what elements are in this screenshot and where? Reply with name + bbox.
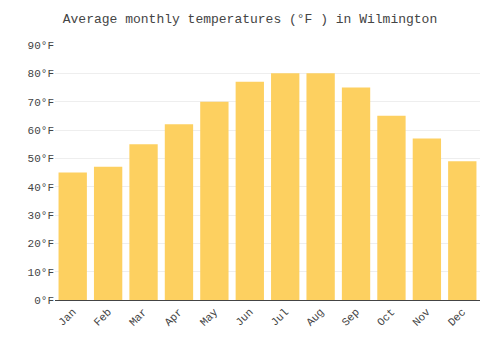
svg-text:Apr: Apr bbox=[162, 306, 184, 328]
svg-text:40°F: 40°F bbox=[28, 182, 54, 194]
svg-text:20°F: 20°F bbox=[28, 238, 54, 250]
svg-text:Jun: Jun bbox=[233, 306, 255, 328]
svg-text:60°F: 60°F bbox=[28, 125, 54, 137]
svg-text:Average monthly temperatures (: Average monthly temperatures (°F ) in Wi… bbox=[63, 12, 437, 27]
svg-text:Aug: Aug bbox=[304, 306, 326, 328]
svg-text:Sep: Sep bbox=[340, 306, 362, 328]
svg-text:Jul: Jul bbox=[269, 306, 291, 328]
svg-text:50°F: 50°F bbox=[28, 153, 54, 165]
svg-text:Jan: Jan bbox=[56, 306, 78, 328]
svg-text:80°F: 80°F bbox=[28, 68, 54, 80]
svg-text:Nov: Nov bbox=[410, 306, 433, 329]
svg-text:Feb: Feb bbox=[92, 306, 114, 328]
svg-text:May: May bbox=[198, 306, 221, 329]
svg-text:Dec: Dec bbox=[446, 306, 468, 328]
svg-text:Oct: Oct bbox=[375, 306, 397, 328]
svg-text:0°F: 0°F bbox=[34, 295, 54, 307]
svg-text:70°F: 70°F bbox=[28, 97, 54, 109]
svg-text:Mar: Mar bbox=[127, 306, 149, 328]
svg-text:30°F: 30°F bbox=[28, 210, 54, 222]
svg-text:90°F: 90°F bbox=[28, 40, 54, 52]
svg-text:10°F: 10°F bbox=[28, 267, 54, 279]
